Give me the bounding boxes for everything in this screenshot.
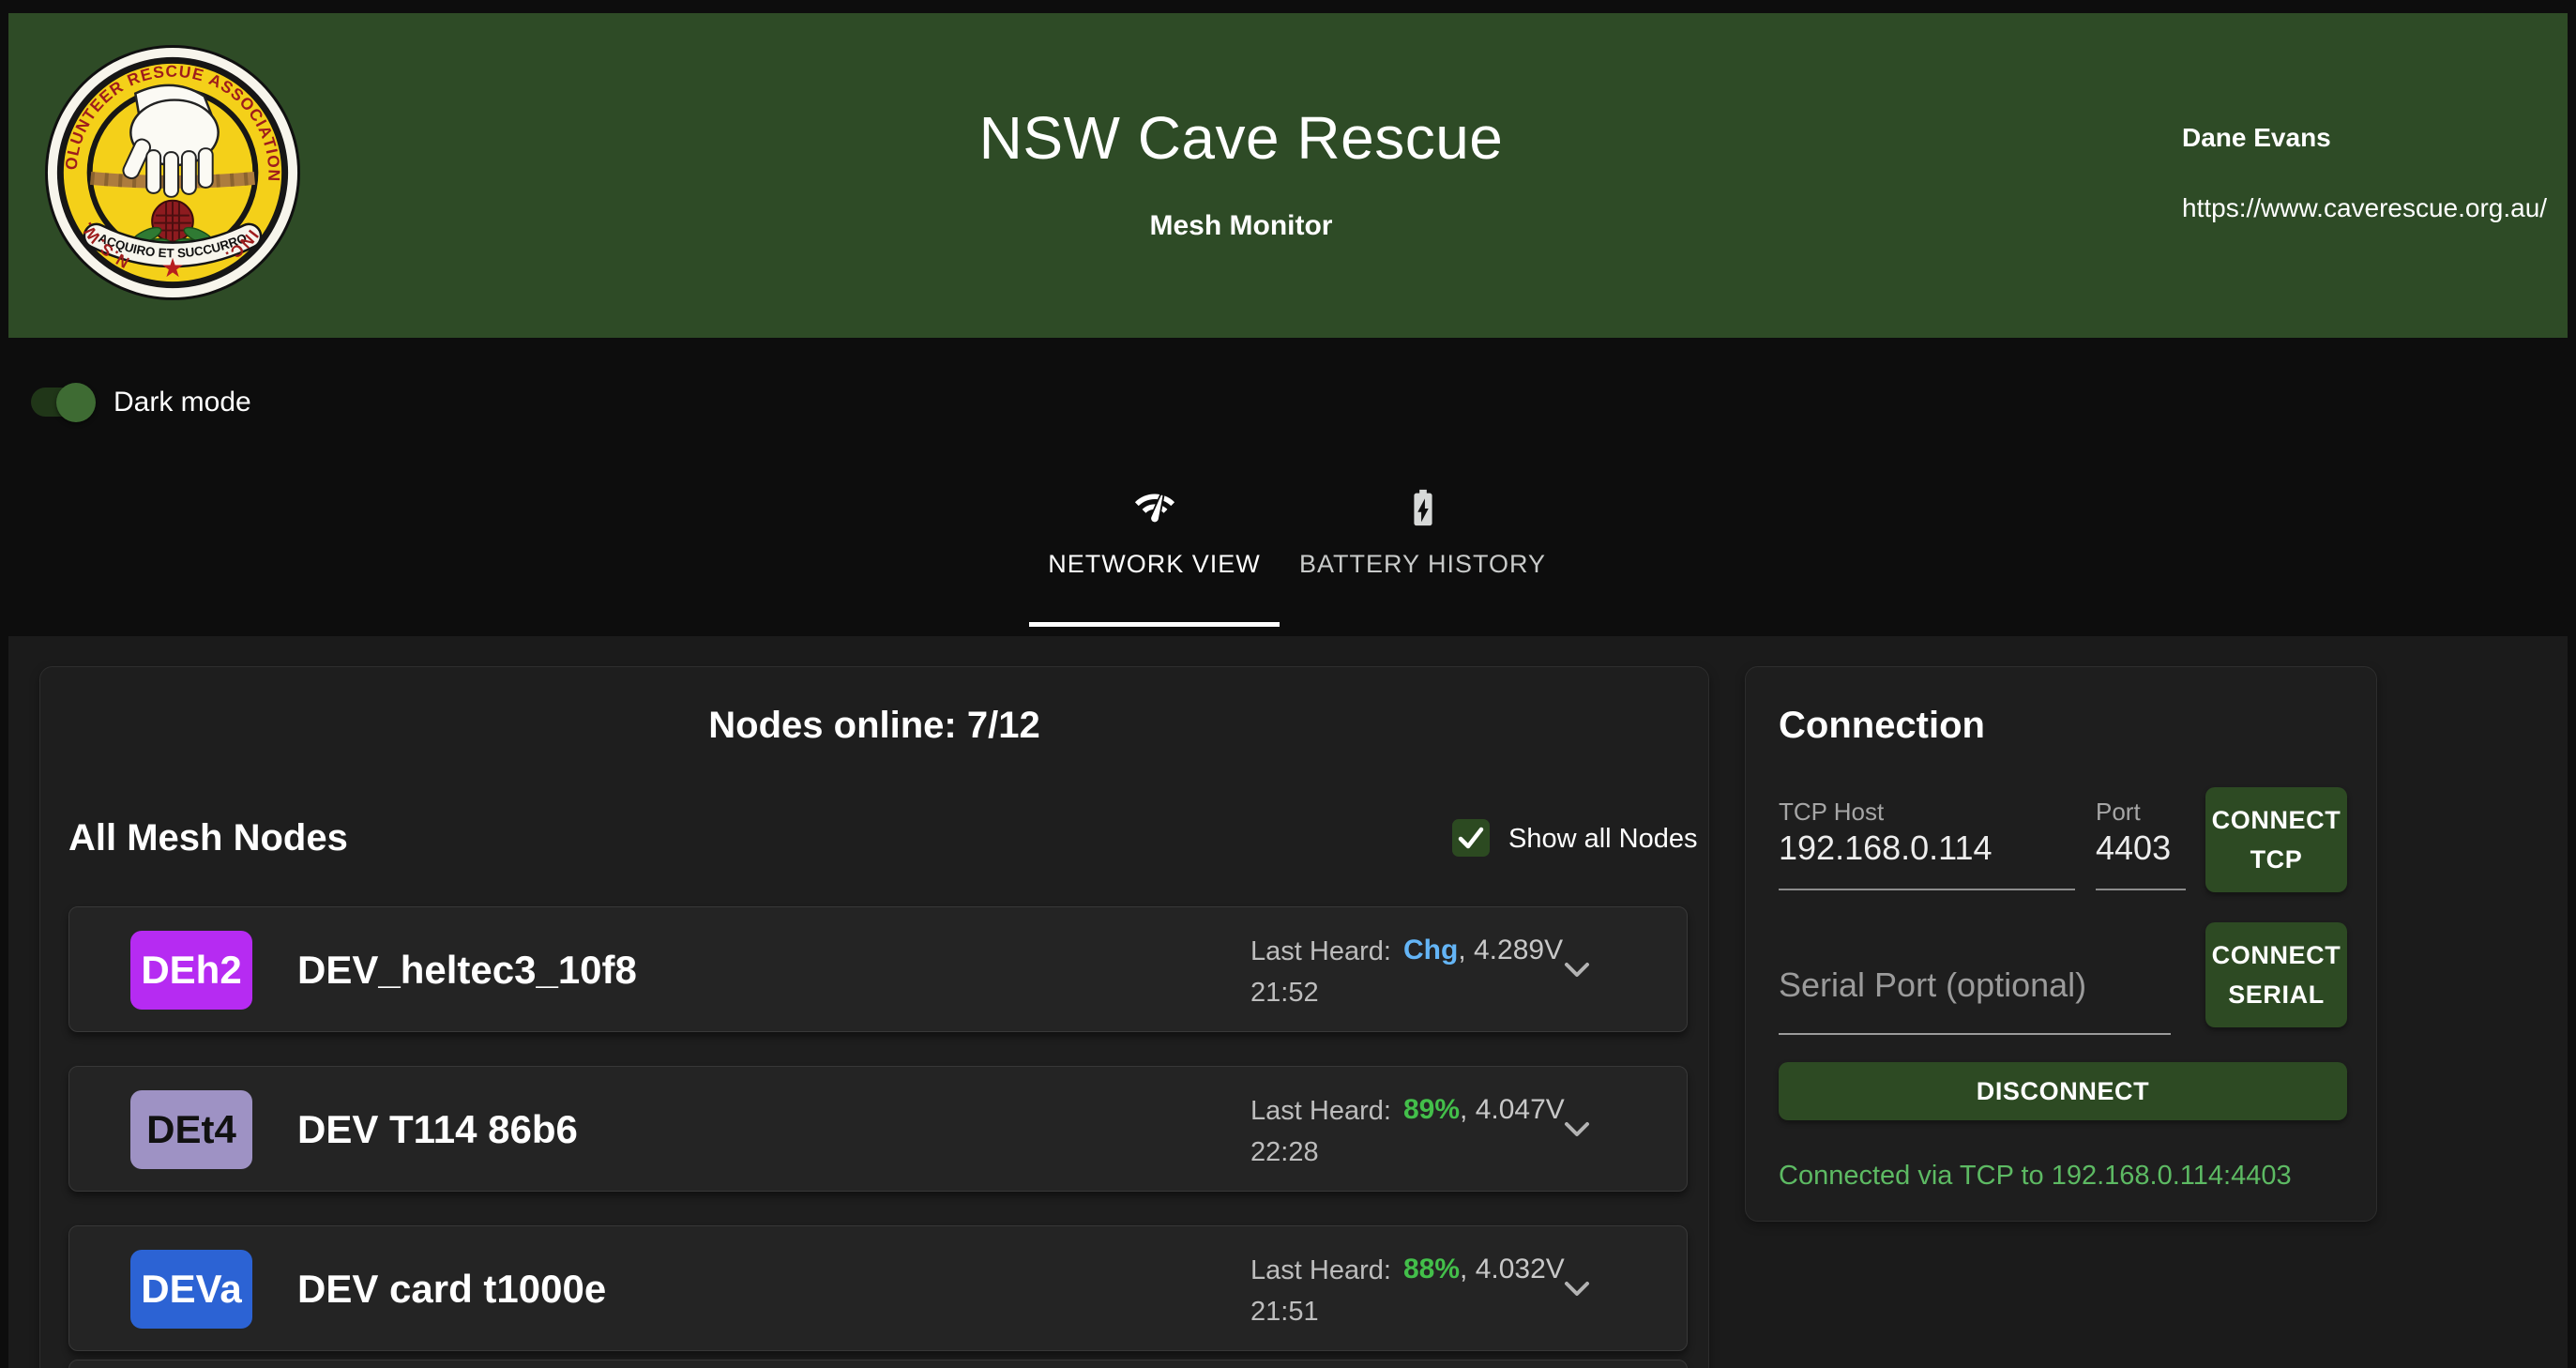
- node-row[interactable]: DEVa DEV card t1000e Last Heard: 21:51 8…: [68, 1225, 1688, 1351]
- connection-status-text: Connected via TCP to 192.168.0.114:4403: [1779, 1161, 2292, 1191]
- page-title: NSW Cave Rescue: [978, 104, 1504, 172]
- port-input[interactable]: [2096, 828, 2186, 868]
- app-header: ACQUIRO ET SUCCURRO VOLUNTEER RESCUE ASS…: [8, 13, 2568, 338]
- tcp-host-underline: [1779, 889, 2075, 890]
- star-icon: ★: [161, 253, 185, 282]
- nodes-online-count: Nodes online: 7/12: [708, 705, 1040, 746]
- user-name: Dane Evans: [2182, 123, 2331, 152]
- node-name: DEV_heltec3_10f8: [297, 948, 637, 992]
- page-subtitle: Mesh Monitor: [1149, 210, 1333, 241]
- tab-battery-history-label: BATTERY HISTORY: [1298, 550, 1547, 578]
- battery-status: 89%, 4.047V: [1403, 1093, 1565, 1127]
- connection-panel: Connection TCP Host Port CONNECT TCP CON…: [1745, 666, 2377, 1222]
- chevron-down-icon[interactable]: [1556, 1269, 1598, 1310]
- voltage-value: , 4.032V: [1460, 1254, 1565, 1284]
- last-heard-label: Last Heard:: [1250, 1255, 1391, 1285]
- dark-mode-label: Dark mode: [114, 387, 251, 418]
- battery-value: 89%: [1403, 1094, 1461, 1125]
- last-heard-label: Last Heard:: [1250, 936, 1391, 966]
- node-name: DEV T114 86b6: [297, 1107, 578, 1151]
- network-check-icon: [1134, 494, 1174, 523]
- battery-value: Chg: [1403, 935, 1459, 965]
- connect-tcp-button[interactable]: CONNECT TCP: [2205, 787, 2347, 892]
- battery-charging-icon: [1413, 489, 1432, 526]
- all-mesh-nodes-title: All Mesh Nodes: [68, 817, 348, 859]
- last-heard-time: 21:52: [1250, 978, 1319, 1008]
- serial-port-underline: [1779, 1033, 2171, 1035]
- active-tab-indicator: [1029, 622, 1280, 627]
- voltage-value: , 4.047V: [1460, 1094, 1565, 1125]
- battery-status: 88%, 4.032V: [1403, 1253, 1565, 1286]
- node-short-badge: DEh2: [130, 931, 252, 1010]
- last-heard-label: Last Heard:: [1250, 1096, 1391, 1126]
- node-short-badge: DEt4: [130, 1090, 252, 1169]
- disconnect-button[interactable]: DISCONNECT: [1779, 1062, 2347, 1120]
- node-name: DEV card t1000e: [297, 1267, 607, 1311]
- connect-serial-button[interactable]: CONNECT SERIAL: [2205, 922, 2347, 1027]
- tab-battery-history[interactable]: BATTERY HISTORY: [1280, 477, 1566, 627]
- last-heard-time: 21:51: [1250, 1297, 1319, 1327]
- show-all-nodes-checkbox[interactable]: [1452, 819, 1490, 857]
- show-all-nodes-label: Show all Nodes: [1508, 824, 1698, 854]
- website-link[interactable]: https://www.caverescue.org.au/: [2182, 193, 2548, 222]
- vra-logo-icon: ACQUIRO ET SUCCURRO VOLUNTEER RESCUE ASS…: [42, 42, 301, 301]
- node-row[interactable]: DEh2 DEV_heltec3_10f8 Last Heard: 21:52 …: [68, 906, 1688, 1032]
- tab-network-view[interactable]: NETWORK VIEW: [1029, 477, 1280, 627]
- node-row[interactable]: DEt4 DEV T114 86b6 Last Heard: 22:28 89%…: [68, 1066, 1688, 1192]
- node-row-partial[interactable]: [68, 1360, 1688, 1368]
- serial-port-input[interactable]: [1779, 965, 2171, 1005]
- chevron-down-icon[interactable]: [1556, 950, 1598, 991]
- tcp-host-input[interactable]: [1779, 828, 2075, 868]
- tcp-host-label: TCP Host: [1779, 798, 1885, 826]
- chevron-down-icon[interactable]: [1556, 1109, 1598, 1150]
- connection-title: Connection: [1779, 705, 1985, 746]
- checkbox-check-icon: [1458, 827, 1484, 849]
- battery-value: 88%: [1403, 1254, 1461, 1284]
- nodes-panel: Nodes online: 7/12 All Mesh Nodes Show a…: [39, 666, 1709, 1368]
- node-short-badge: DEVa: [130, 1250, 252, 1329]
- last-heard-time: 22:28: [1250, 1137, 1319, 1167]
- port-label: Port: [2096, 798, 2141, 826]
- tab-network-view-label: NETWORK VIEW: [1048, 550, 1261, 578]
- battery-status: Chg, 4.289V: [1403, 934, 1563, 967]
- port-underline: [2096, 889, 2186, 890]
- dark-mode-toggle-thumb[interactable]: [56, 383, 96, 422]
- voltage-value: , 4.289V: [1458, 935, 1564, 965]
